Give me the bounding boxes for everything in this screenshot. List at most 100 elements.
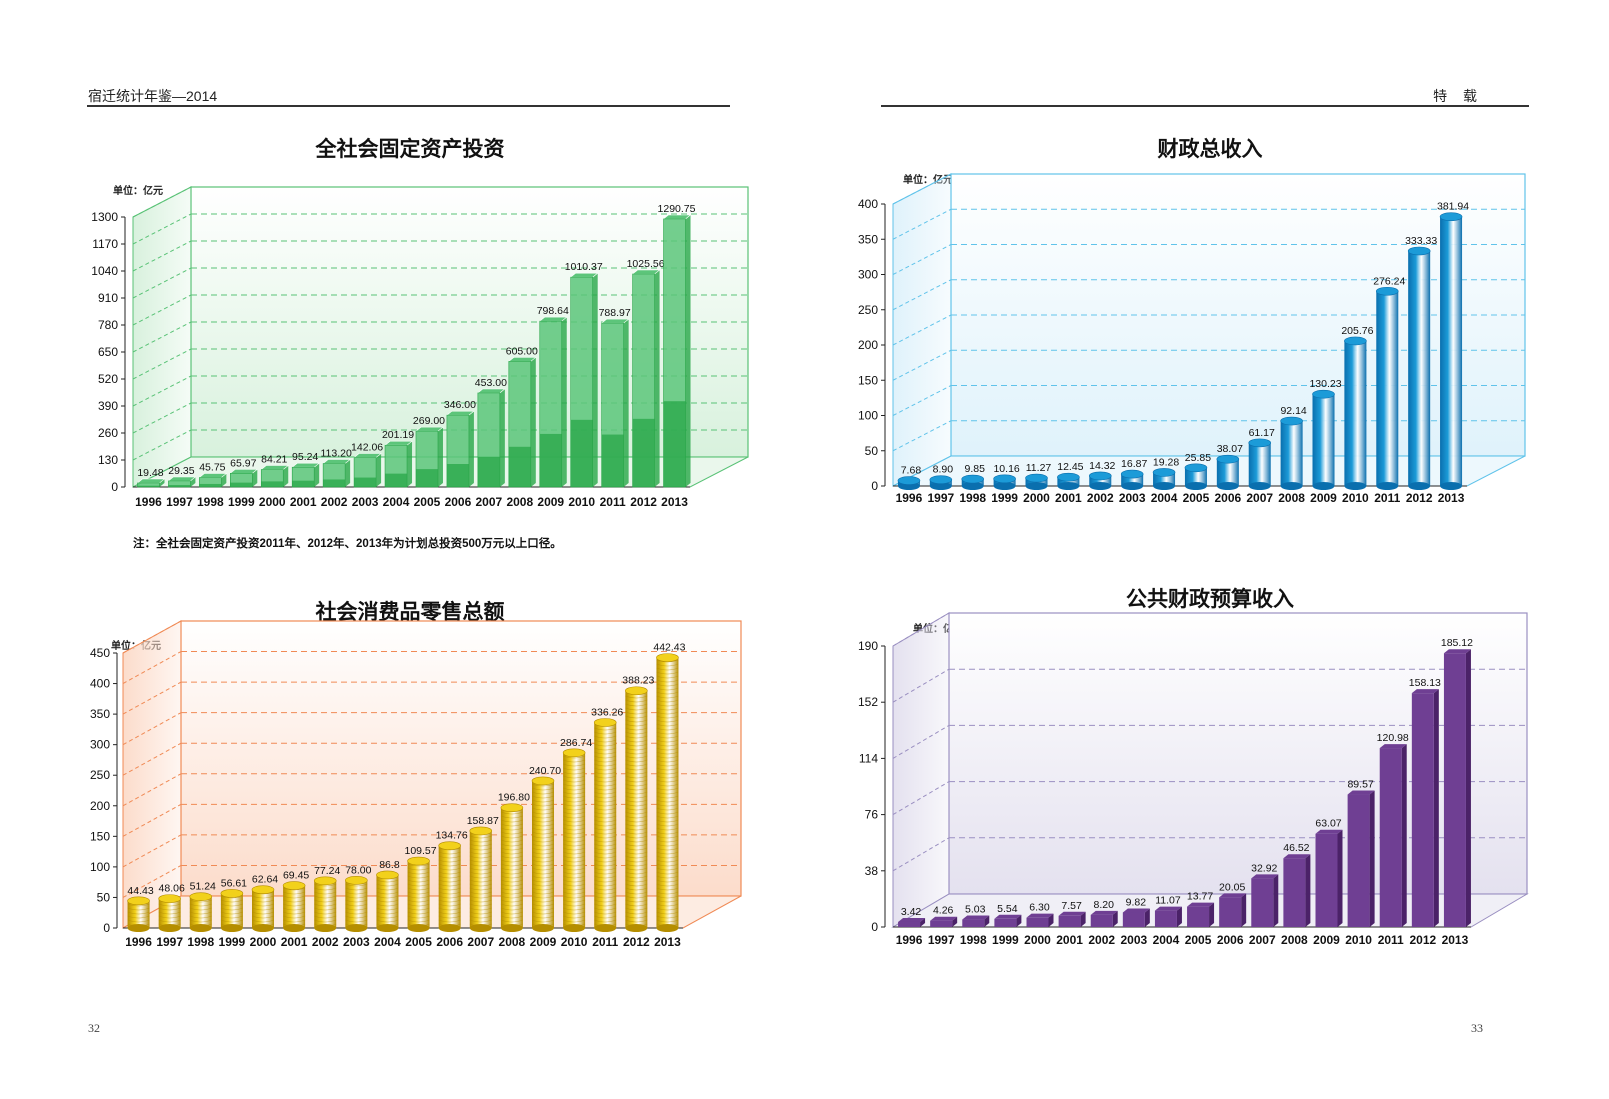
x-tick-label: 2012 [630,495,657,509]
coin-edge [283,899,306,903]
bar-top [898,917,926,922]
bar-1999 [993,474,1016,490]
bar-2011 [1375,286,1399,490]
coin-edge [469,847,492,851]
x-tick-label: 2004 [374,935,401,949]
data-label: 65.97 [230,457,256,469]
coin-edge [594,823,617,827]
coin-edge [345,899,368,903]
bar-side [437,427,443,487]
coin-edge [563,779,586,783]
coin-edge [563,851,586,855]
bar-1996 [897,476,921,490]
gridline-side [132,402,192,434]
bar-2010 [1347,790,1375,927]
y-tick-label: 0 [103,921,110,935]
data-label: 3.42 [901,906,922,918]
bar-top [1152,468,1176,477]
coin-edge [563,799,586,803]
coin-edge [625,895,648,899]
bar-bottom [1312,482,1335,490]
coin-edge [625,731,648,735]
bar-front-shade [415,469,438,487]
bar-2000 [1026,913,1054,927]
coin-edge [438,871,461,875]
data-label: 453.00 [475,377,507,389]
bar-2011 [1379,744,1407,927]
bar-side [592,273,598,487]
coin-edge [656,723,679,727]
bar-side [1209,902,1215,927]
coin-edge [563,867,586,871]
bar-front [1283,858,1306,927]
chart-panel-retail-sales: 社会消费品零售总额 单位：亿元 0 50 100 150 200 250 300 350 400… [0,0,800,1000]
data-label: 20.05 [1219,881,1245,893]
chart-title: 公共财政预算收入 [1126,588,1294,611]
bar-side [314,463,320,487]
coin-edge [656,687,679,691]
bar-front [994,918,1017,927]
bar-bottom [438,924,461,932]
x-tick-label: 1999 [228,495,255,509]
bar-2009 [1315,829,1343,927]
coin-edge [656,807,679,811]
coin-edge [656,867,679,871]
data-label: 7.68 [901,465,922,477]
x-tick-label: 2000 [259,495,286,509]
coin-edge [407,875,430,879]
bar-front [1379,748,1402,927]
coin-edge [656,767,679,771]
y-tick-label: 300 [858,268,878,282]
coin-edge [594,803,617,807]
coin-edge [625,847,648,851]
chart-panel-fiscal-revenue: 财政总收入 单位：亿元 0 50 100 150 200 250 300 350 400 7.68… [858,138,1526,505]
gridline-side [892,314,952,346]
bar-2009 [531,776,555,932]
data-label: 5.03 [965,904,986,916]
coin-edge [656,671,679,675]
coin-edge [500,883,523,887]
bar-bottom [1440,482,1463,490]
coin-edge [469,907,492,911]
coin-edge [656,751,679,755]
coin-edge [563,911,586,915]
coin-edge [345,919,368,923]
data-label: 9.82 [1126,896,1147,908]
bar-bottom [345,924,368,932]
coin-edge [314,895,337,899]
y-tick-label: 76 [865,808,879,822]
bar-2000 [260,465,290,488]
y-tick-label: 50 [865,444,879,458]
coin-edge [283,907,306,911]
coin-edge [625,919,648,923]
coin-edge [438,911,461,915]
bar-2006 [438,841,461,932]
coin-edge [438,847,461,851]
gridline-side [892,420,952,452]
coin-edge [438,895,461,899]
coin-edge [376,915,399,919]
coin-edge [656,919,679,923]
bar-top [1025,473,1048,483]
x-tick-label: 2004 [1153,933,1180,947]
coin-edge [345,923,368,927]
bar-side [1401,744,1407,927]
coin-edge [625,803,648,807]
coin-edge [625,839,648,843]
coin-edge [656,747,679,751]
x-tick-label: 2010 [568,495,595,509]
coin-edge [656,743,679,747]
bar-top [1248,438,1272,448]
coin-edge [376,883,399,887]
bar-top [500,803,524,813]
coin-edge [625,915,648,919]
bar-body [1121,474,1144,486]
bar-front [1411,693,1434,927]
bar-top [1344,336,1367,346]
coin-edge [158,903,181,907]
bar-1998 [198,473,228,488]
coin-edge [625,819,648,823]
y-tick-label: 130 [98,453,118,467]
bar-body [1344,340,1367,486]
coin-edge [656,715,679,719]
